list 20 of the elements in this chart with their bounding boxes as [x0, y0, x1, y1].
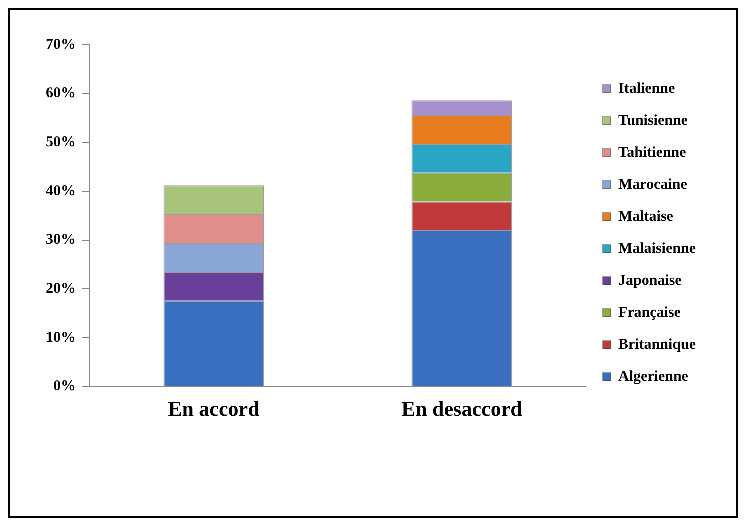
- legend-label: Malaisienne: [618, 240, 696, 257]
- legend-label: Maltaise: [618, 208, 674, 225]
- legend-label: Algerienne: [618, 368, 689, 385]
- y-tick-label: 40%: [46, 183, 76, 200]
- legend-label: Française: [618, 304, 682, 321]
- y-tick-label: 60%: [46, 86, 76, 102]
- legend-label: Marocaine: [618, 176, 688, 193]
- y-tick-label: 70%: [46, 36, 76, 53]
- x-tick-label: En accord: [168, 396, 260, 421]
- legend-label: Italienne: [618, 80, 676, 97]
- y-tick-label: 50%: [46, 134, 76, 151]
- y-tick-label: 30%: [46, 232, 76, 248]
- legend-label: Tahitienne: [618, 144, 687, 161]
- y-tick-label: 10%: [46, 330, 76, 346]
- y-tick-label: 20%: [46, 281, 76, 298]
- legend-label: Britannique: [618, 336, 696, 353]
- legend-label: Japonaise: [618, 272, 682, 289]
- x-tick-label: En desaccord: [402, 396, 523, 421]
- legend-label: Tunisienne: [618, 112, 688, 129]
- y-tick-label: 0%: [54, 378, 76, 395]
